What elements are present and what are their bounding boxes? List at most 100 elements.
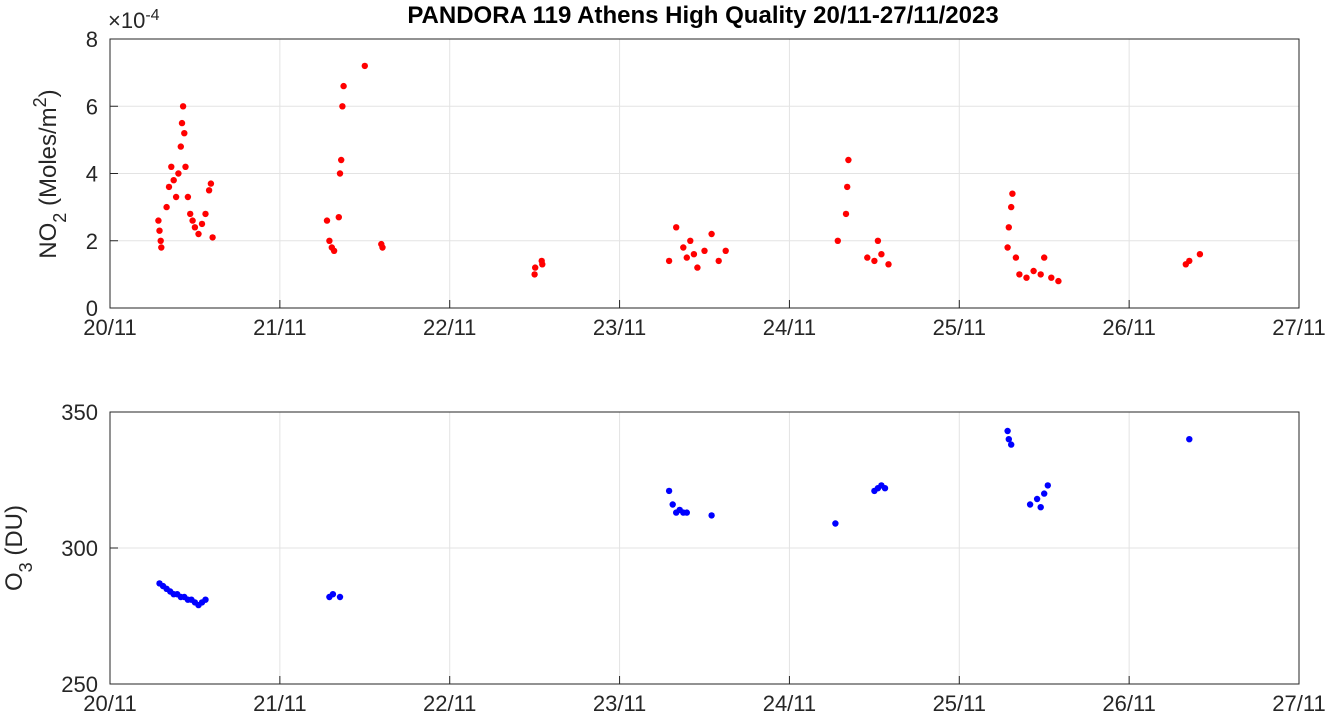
no2-data-point (207, 180, 215, 187)
no2-data-point (1055, 277, 1062, 285)
o3-data-point (881, 485, 889, 492)
o3-y-tick-label: 350 (61, 400, 98, 425)
no2-data-point (157, 237, 164, 244)
no2-data-point (878, 251, 885, 258)
o3-data-point (336, 593, 344, 601)
no2-data-point (885, 261, 892, 268)
no2-data-point (1012, 254, 1020, 261)
o3-data-point (1033, 495, 1041, 503)
no2-data-point (155, 217, 162, 224)
no2-data-point (195, 230, 202, 238)
no2-y-tick-label: 0 (86, 296, 98, 321)
no2-data-point (844, 183, 851, 191)
no2-data-point (1196, 251, 1204, 258)
o3-panel: 20/11 21/11 22/11 23/11 24/11 25/11 26/11 27/11… (1, 400, 1326, 716)
no2-data-point (871, 257, 878, 265)
o3-x-tick-label: 25/11 (933, 691, 986, 716)
no2-data-point (187, 210, 194, 218)
no2-data-point (1005, 224, 1012, 231)
no2-data-point (189, 217, 196, 224)
no2-x-ticks: 20/11 21/11 22/11 23/11 24/11 25/11 26/11 27/11 (83, 300, 1326, 340)
no2-data-point (168, 163, 175, 170)
no2-x-tick-label: 24/11 (763, 315, 816, 340)
o3-data-point (708, 512, 715, 519)
no2-data-point (1048, 274, 1055, 281)
o3-x-tick-label: 22/11 (423, 691, 476, 716)
no2-data-point (864, 254, 871, 261)
no2-data-point (170, 177, 177, 184)
no2-x-tick-label: 25/11 (933, 315, 986, 340)
no2-y-tick-label: 2 (86, 229, 98, 254)
no2-data-point (1016, 271, 1023, 278)
no2-data-point (338, 156, 345, 164)
no2-data-point (165, 183, 173, 191)
no2-y-tick-label: 4 (86, 162, 98, 187)
no2-data-point (708, 230, 715, 238)
no2-data-point (326, 237, 333, 244)
no2-data-point (701, 247, 708, 254)
no2-data-point (531, 271, 538, 278)
no2-x-tick-label: 20/11 (83, 315, 136, 340)
no2-data-point (339, 103, 346, 110)
o3-y-axis-label: O3 (DU) (1, 505, 36, 591)
no2-data-point (665, 257, 673, 265)
no2-data-point (209, 234, 216, 241)
o3-data-point (1037, 504, 1044, 511)
o3-x-tick-label: 26/11 (1102, 691, 1155, 716)
no2-data-point (845, 156, 852, 164)
no2-data-point (175, 170, 182, 177)
no2-data-point (335, 214, 342, 221)
no2-data-point (182, 163, 189, 170)
no2-data-point (1004, 244, 1011, 251)
no2-data-point (842, 210, 850, 218)
no2-data-point (205, 187, 213, 194)
no2-data-point (340, 82, 347, 90)
no2-data-point (673, 224, 680, 231)
o3-data-point (1008, 441, 1015, 448)
no2-data-point (722, 247, 729, 254)
no2-data-point (163, 203, 170, 211)
no2-data-point (172, 193, 180, 201)
no2-data-point (191, 224, 199, 231)
no2-data-point (680, 244, 687, 251)
no2-x-tick-label: 26/11 (1102, 315, 1155, 340)
no2-x-tick-label: 22/11 (423, 315, 476, 340)
no2-y-ticks: 0 2 4 6 8 (86, 27, 118, 321)
o3-x-tick-label: 21/11 (253, 691, 306, 716)
o3-data-point (329, 591, 337, 598)
no2-points (155, 62, 1204, 285)
no2-data-point (181, 130, 188, 137)
o3-data-point (1005, 436, 1012, 443)
no2-data-point (694, 264, 701, 271)
no2-data-point (158, 244, 165, 251)
o3-data-point (1041, 490, 1048, 497)
no2-data-point (1037, 271, 1044, 278)
no2-data-point (715, 257, 722, 265)
o3-data-point (669, 501, 676, 508)
no2-data-point (177, 143, 184, 150)
o3-y-tick-label: 250 (61, 672, 98, 697)
no2-data-point (1009, 190, 1016, 197)
no2-data-point (690, 251, 698, 258)
no2-data-point (202, 210, 209, 218)
no2-x-tick-label: 21/11 (253, 315, 306, 340)
o3-points (156, 427, 1193, 609)
no2-data-point (156, 227, 163, 234)
no2-x-tick-label: 27/11 (1272, 315, 1325, 340)
o3-data-point (1186, 436, 1193, 443)
no2-data-point (330, 247, 338, 254)
no2-data-point (179, 103, 187, 110)
no2-gridlines (110, 39, 1299, 308)
no2-data-point (1186, 257, 1193, 265)
no2-data-point (1023, 274, 1030, 281)
no2-data-point (178, 119, 186, 127)
no2-data-point (874, 237, 882, 244)
no2-y-tick-label: 8 (86, 27, 98, 52)
o3-x-ticks: 20/11 21/11 22/11 23/11 24/11 25/11 26/11 27/11 (83, 676, 1326, 716)
no2-panel: 20/11 21/11 22/11 23/11 24/11 25/11 26/11 27/11… (30, 7, 1326, 341)
o3-gridlines (110, 412, 1299, 684)
no2-data-point (198, 220, 206, 228)
o3-data-point (1044, 482, 1052, 489)
o3-x-tick-label: 20/11 (83, 691, 136, 716)
